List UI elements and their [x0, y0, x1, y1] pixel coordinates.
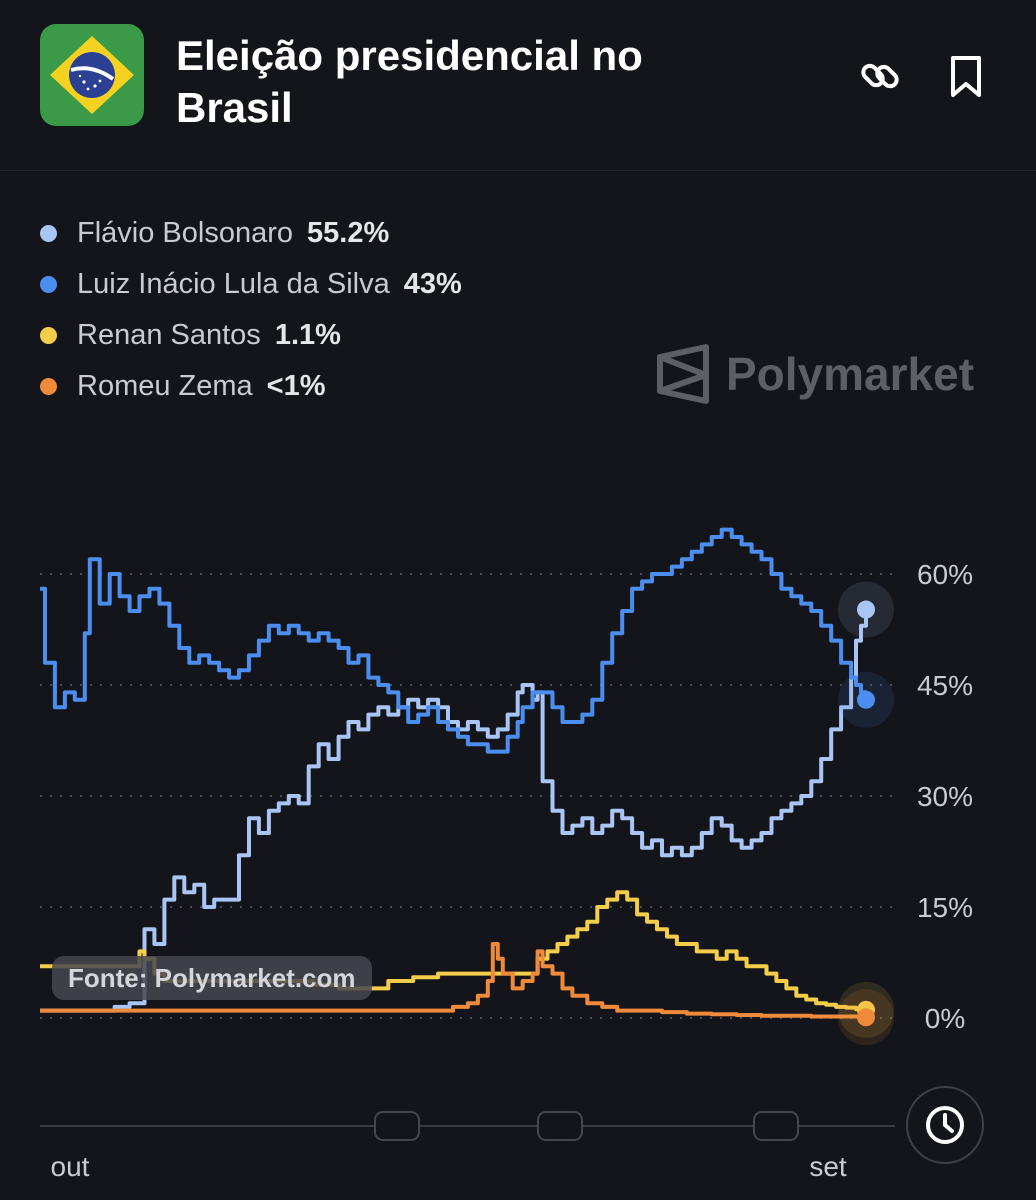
- series-endpoint: [857, 1008, 875, 1027]
- polymarket-watermark: Polymarket: [656, 342, 974, 406]
- source-badge: Fonte: Polymarket.com: [52, 956, 372, 1000]
- series-endpoint: [857, 600, 875, 619]
- header-divider: [0, 170, 1036, 171]
- x-tick-label: out: [51, 1151, 90, 1182]
- price-history-chart: 60% 45% 30% 15% 0% out set: [40, 527, 973, 1182]
- series-endpoint: [857, 690, 875, 709]
- legend-item-lula: Luiz Inácio Lula da Silva 43%: [40, 259, 462, 310]
- legend-dot: [40, 327, 57, 344]
- legend-name: Flávio Bolsonaro: [77, 217, 293, 249]
- legend-item-zema: Romeu Zema <1%: [40, 361, 462, 412]
- legend-value: 55.2%: [307, 217, 390, 249]
- brazil-flag-icon: [40, 24, 144, 126]
- x-tick-label: set: [809, 1151, 847, 1182]
- page-title: Eleição presidencial no Brasil: [176, 32, 643, 131]
- chart-legend: Flávio Bolsonaro 55.2% Luiz Inácio Lula …: [40, 208, 462, 412]
- y-tick-label: 30%: [917, 781, 973, 812]
- legend-name: Luiz Inácio Lula da Silva: [77, 268, 390, 300]
- time-range-handle[interactable]: [374, 1111, 420, 1141]
- legend-value: 43%: [403, 268, 462, 300]
- copy-link-button[interactable]: [856, 52, 904, 100]
- bookmark-button[interactable]: [942, 52, 990, 100]
- y-tick-label: 15%: [917, 892, 973, 923]
- clock-icon: [926, 1106, 964, 1144]
- legend-dot: [40, 225, 57, 242]
- bookmark-icon: [951, 56, 981, 97]
- legend-name: Romeu Zema: [77, 370, 253, 402]
- series-line: [40, 609, 868, 1013]
- time-range-handle[interactable]: [753, 1111, 799, 1141]
- legend-value: 1.1%: [274, 319, 341, 351]
- y-tick-label: 45%: [917, 670, 973, 701]
- legend-item-bolsonaro: Flávio Bolsonaro 55.2%: [40, 208, 462, 259]
- y-tick-label: 60%: [917, 559, 973, 590]
- legend-dot: [40, 276, 57, 293]
- polymarket-logo-icon: [657, 344, 709, 404]
- time-range-handle[interactable]: [537, 1111, 583, 1141]
- series-line: [40, 942, 868, 1019]
- legend-value: <1%: [266, 370, 326, 402]
- link-icon: [861, 63, 899, 89]
- time-range-button[interactable]: [906, 1086, 984, 1164]
- series-line: [40, 527, 868, 754]
- y-tick-label: 0%: [925, 1003, 965, 1034]
- legend-item-santos: Renan Santos 1.1%: [40, 310, 462, 361]
- watermark-text: Polymarket: [726, 348, 975, 400]
- legend-name: Renan Santos: [77, 319, 261, 351]
- header: Eleição presidencial no Brasil: [0, 0, 1036, 170]
- legend-dot: [40, 378, 57, 395]
